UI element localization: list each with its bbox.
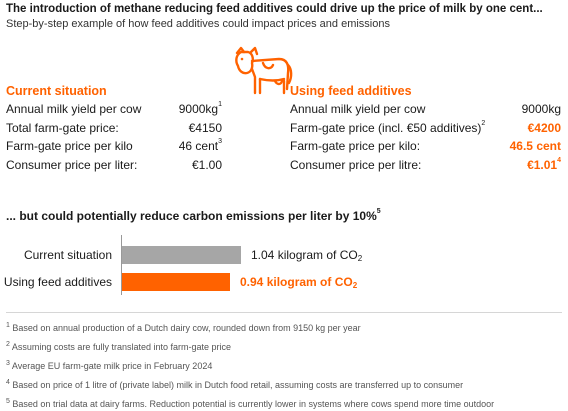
additives-row-label-text: Farm-gate price per kilo: — [290, 139, 421, 153]
current-row-value-text: 9000kg — [178, 102, 219, 116]
footnote-text: Based on trial data at dairy farms. Redu… — [9, 399, 495, 409]
additives-row-label: Farm-gate price per kilo: — [290, 139, 420, 153]
emissions-heading-text: ... but could potentially reduce carbon … — [6, 209, 377, 223]
current-row-label: Consumer price per liter: — [6, 157, 138, 172]
footnote: 2 Assuming costs are fully translated in… — [6, 341, 232, 352]
additives-row-label-text: Consumer price per litre: — [290, 157, 422, 172]
additives-row-value-text: 9000kg — [521, 102, 561, 116]
additives-row-value-text: €1.01 — [527, 157, 558, 172]
chart-axis — [121, 235, 122, 295]
footnote-number: 1 — [6, 322, 10, 329]
current-heading: Current situation — [6, 84, 107, 98]
bar-value-subscript: 2 — [357, 254, 363, 263]
current-row-value: €1.00 — [192, 158, 222, 172]
page-subtitle: Step-by-step example of how feed additiv… — [6, 18, 390, 30]
footnote-text: Based on annual production of a Dutch da… — [9, 323, 361, 333]
emissions-heading-sup: 5 — [376, 208, 381, 215]
additives-row-label: Farm-gate price (incl. €50 additives)2 — [290, 119, 486, 135]
additives-row-value-text: €4200 — [527, 120, 561, 135]
footnote: 3 Average EU farm-gate milk price in Feb… — [6, 360, 213, 371]
emissions-heading: ... but could potentially reduce carbon … — [6, 208, 381, 223]
current-row-value: 46 cent3 — [178, 138, 222, 153]
cow-icon — [235, 46, 293, 95]
bar-value-label: 0.94 kilogram of CO2 — [240, 275, 358, 290]
footnote-text: Average EU farm-gate milk price in Febru… — [9, 361, 213, 371]
footnote-number: 3 — [6, 360, 10, 367]
bar-category-label: Current situation — [23, 248, 112, 262]
footnote-text: Based on price of 1 litre of (private la… — [9, 380, 464, 390]
bar — [122, 273, 230, 291]
footnote-number: 5 — [6, 398, 10, 405]
bar-category-label: Using feed additives — [3, 275, 112, 289]
current-row-value-sup: 1 — [218, 101, 222, 108]
current-row-value: 9000kg1 — [178, 101, 222, 116]
additives-row-value: 9000kg — [522, 102, 561, 116]
current-row-label: Total farm-gate price: — [6, 120, 119, 135]
footnote: 1 Based on annual production of a Dutch … — [6, 322, 361, 333]
additives-row-value: €4200 — [528, 121, 561, 135]
current-row-value-text: 46 cent — [178, 139, 219, 153]
additives-row-value: 46.5 cent — [510, 139, 561, 153]
additives-row-label-text: Farm-gate price (incl. €50 additives) — [290, 120, 482, 135]
additives-row-value-text: 46.5 cent — [509, 139, 561, 153]
footnote-number: 4 — [6, 379, 10, 386]
bar-value-text: 1.04 kilogram of CO — [251, 248, 358, 262]
bar — [122, 246, 241, 264]
current-row-value-text: €1.00 — [191, 157, 222, 172]
current-row-value-text: €4150 — [188, 120, 222, 135]
current-row-value-sup: 3 — [218, 138, 222, 145]
bar-value-text: 0.94 kilogram of CO — [240, 275, 353, 289]
current-row-label: Annual milk yield per cow — [6, 102, 142, 116]
additives-row-label-sup: 2 — [481, 119, 486, 127]
page-title: The introduction of methane reducing fee… — [6, 3, 543, 15]
additives-row-value: €1.014 — [527, 156, 561, 172]
bar-value-label: 1.04 kilogram of CO2 — [251, 248, 363, 263]
divider — [6, 312, 562, 313]
footnote-number: 2 — [6, 341, 10, 348]
additives-row-label-text: Annual milk yield per cow — [290, 102, 426, 116]
bar-value-subscript: 2 — [352, 281, 358, 290]
footnote: 4 Based on price of 1 litre of (private … — [6, 379, 464, 390]
current-row-value: €4150 — [189, 121, 222, 135]
additives-row-label: Annual milk yield per cow — [290, 102, 425, 116]
additives-row-label: Consumer price per litre: — [290, 158, 421, 172]
additives-row-value-sup: 4 — [557, 156, 561, 164]
footnote: 5 Based on trial data at dairy farms. Re… — [6, 398, 495, 409]
footnote-text: Assuming costs are fully translated into… — [9, 342, 232, 352]
additives-heading: Using feed additives — [290, 84, 412, 98]
current-row-label: Farm-gate price per kilo — [6, 139, 133, 153]
